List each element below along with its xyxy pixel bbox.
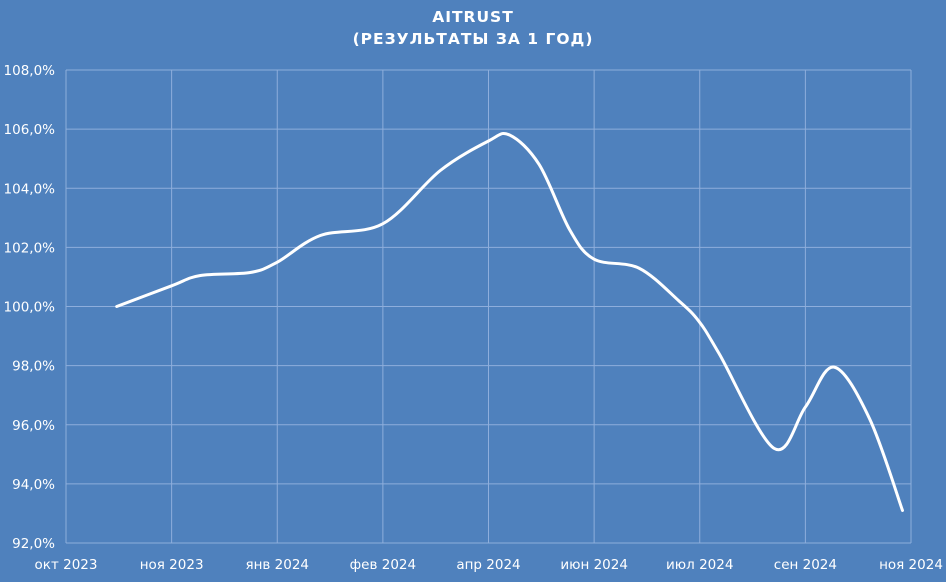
y-tick-label: 94,0% [12, 477, 55, 493]
x-tick-label: июн 2024 [560, 557, 628, 573]
chart-title: AITRUST [432, 8, 514, 26]
x-tick-label: ноя 2024 [879, 557, 943, 573]
y-tick-label: 96,0% [12, 418, 55, 434]
series-line-aitrust [115, 131, 904, 512]
x-tick-label: янв 2024 [245, 557, 309, 573]
y-tick-label: 100,0% [4, 300, 56, 316]
y-tick-label: 104,0% [4, 181, 56, 197]
y-axis: 92,0% 94,0% 96,0% 98,0% 100,0% 102,0% 104,0% 10… [4, 63, 56, 552]
x-tick-label: окт 2023 [35, 557, 98, 573]
y-tick-label: 98,0% [12, 359, 55, 375]
x-tick-label: июл 2024 [666, 557, 733, 573]
x-tick-label: ноя 2023 [140, 557, 204, 573]
gridlines [65, 69, 912, 544]
y-tick-label: 102,0% [4, 240, 56, 256]
y-tick-label: 92,0% [12, 536, 55, 552]
x-tick-label: фев 2024 [350, 557, 416, 573]
x-tick-label: апр 2024 [456, 557, 520, 573]
chart-subtitle: (РЕЗУЛЬТАТЫ ЗА 1 ГОД) [352, 30, 594, 48]
x-axis: окт 2023 ноя 2023 янв 2024 фев 2024 апр 2024… [35, 557, 943, 573]
y-tick-label: 106,0% [4, 122, 56, 138]
x-tick-label: сен 2024 [774, 557, 837, 573]
y-tick-label: 108,0% [4, 63, 56, 79]
